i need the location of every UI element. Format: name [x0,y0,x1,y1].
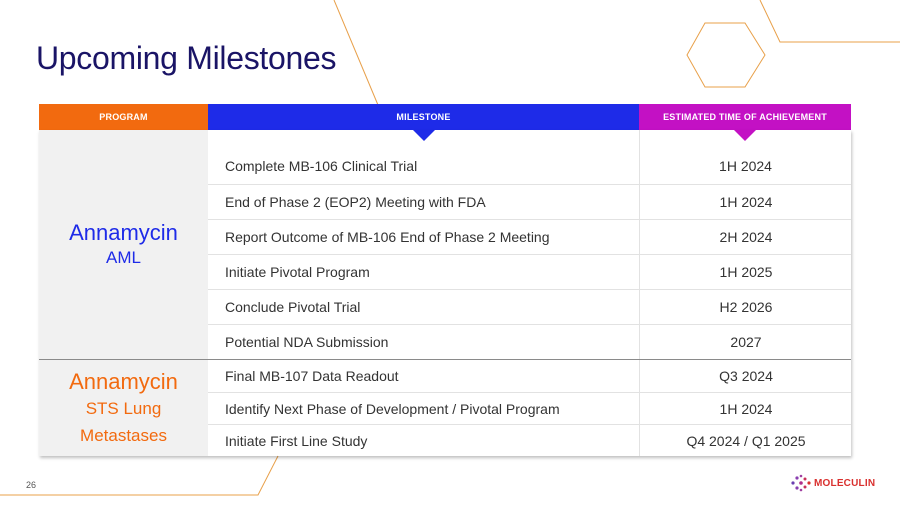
table-row: Initiate Pivotal Program 1H 2025 [208,255,851,290]
program-name: Annamycin [69,219,178,245]
milestone-cell: Final MB-107 Data Readout [225,368,399,384]
table-row: Complete MB-106 Clinical Trial 1H 2024 [208,130,851,185]
logo-text: MOLECULIN [814,477,876,489]
table-row: Conclude Pivotal Trial H2 2026 [208,290,851,325]
estimate-cell: 2027 [639,325,852,359]
milestone-header-arrow-icon [412,130,435,141]
estimate-header: ESTIMATED TIME OF ACHIEVEMENT [639,104,851,141]
milestone-header: MILESTONE [208,104,639,141]
estimate-cell: H2 2026 [639,290,852,324]
table-row: Potential NDA Submission 2027 [208,325,851,360]
milestone-cell: Complete MB-106 Clinical Trial [225,158,418,174]
program-cell-aml: Annamycin AML [39,130,208,360]
program-indication: AML [106,247,141,267]
estimate-cell: 1H 2025 [639,255,852,289]
program-cell-sts-lung: Annamycin STS Lung Metastases [39,360,208,456]
program-header-label: PROGRAM [99,112,148,122]
program-indication: STS Lung [85,398,162,418]
estimate-header-arrow-icon [734,130,756,141]
milestone-cell: Initiate Pivotal Program [225,264,370,280]
milestone-cell: End of Phase 2 (EOP2) Meeting with FDA [225,194,486,210]
page-number: 26 [26,480,37,490]
milestone-cell: Initiate First Line Study [225,432,368,449]
table-row: Identify Next Phase of Development / Piv… [208,393,851,425]
company-logo: MOLECULIN [790,474,875,492]
table-row: End of Phase 2 (EOP2) Meeting with FDA 1… [208,185,851,220]
page-title: Upcoming Milestones [36,40,337,76]
table-body: Annamycin AML Annamycin STS Lung Metasta… [39,130,851,456]
program-header: PROGRAM [39,104,208,141]
estimate-cell: 2H 2024 [639,220,852,254]
table-row: Initiate First Line Study Q4 2024 / Q1 2… [208,425,851,456]
table-row: Report Outcome of MB-106 End of Phase 2 … [208,220,851,255]
milestones-table: PROGRAM MILESTONE ESTIMATED TIME OF ACHI… [39,104,851,456]
program-indication: Metastases [80,425,167,445]
program-name: Annamycin [69,368,178,394]
estimate-cell: 1H 2024 [639,130,851,184]
estimate-cell: Q4 2024 / Q1 2025 [639,425,852,456]
estimate-header-label: ESTIMATED TIME OF ACHIEVEMENT [663,112,827,122]
milestone-rows: Complete MB-106 Clinical Trial 1H 2024 E… [208,130,851,456]
milestone-cell: Identify Next Phase of Development / Piv… [225,400,560,417]
milestone-header-label: MILESTONE [396,112,451,122]
estimate-cell: Q3 2024 [639,360,852,392]
table-row: Final MB-107 Data Readout Q3 2024 [208,360,851,393]
estimate-cell: 1H 2024 [639,185,852,219]
estimate-cell: 1H 2024 [639,393,852,424]
milestone-cell: Report Outcome of MB-106 End of Phase 2 … [225,229,550,245]
milestone-cell: Conclude Pivotal Trial [225,299,361,315]
molecule-dots-icon [791,474,811,492]
milestone-cell: Potential NDA Submission [225,334,389,350]
